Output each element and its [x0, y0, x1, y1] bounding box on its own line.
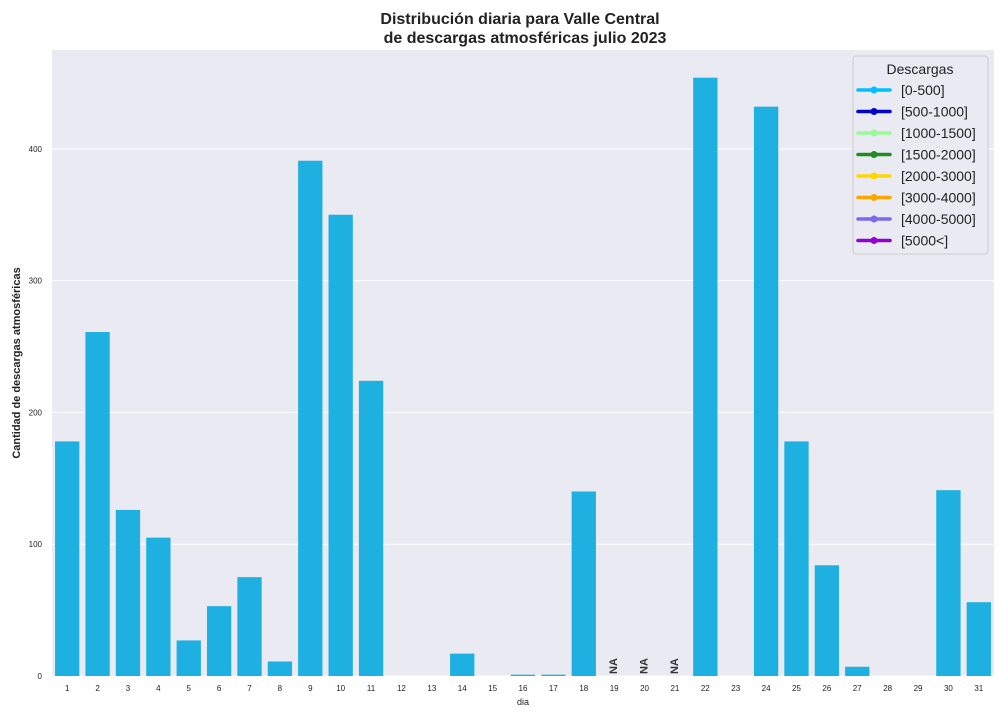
x-tick-label: 21 [670, 684, 679, 693]
bar-day-24 [753, 106, 779, 676]
na-label: NA [639, 658, 651, 674]
x-tick-label: 4 [156, 684, 161, 693]
bars [55, 77, 991, 677]
x-tick-label: 28 [883, 684, 892, 693]
bar-day-7 [237, 577, 262, 676]
x-tick-label: 8 [278, 684, 283, 693]
x-tick-label: 29 [914, 684, 923, 693]
bar-day-16 [510, 674, 536, 676]
legend-marker [870, 237, 878, 244]
legend-box [852, 55, 989, 255]
bar-day-9 [298, 160, 323, 677]
legend-marker [870, 172, 878, 180]
x-tick-label: 27 [853, 684, 862, 693]
bar-day-6 [206, 606, 232, 676]
x-tick-label: 12 [397, 684, 406, 693]
y-axis-label: Cantidad de descargas atmosféricas [11, 267, 23, 458]
x-tick-label: 13 [427, 684, 436, 693]
x-tick-label: 25 [792, 684, 801, 693]
x-tick-label: 10 [336, 684, 345, 693]
legend-marker [870, 194, 878, 201]
bar-day-25 [784, 441, 809, 676]
legend: Descargas [0-500] [500-1000] [1000-1500] [1… [852, 55, 989, 255]
x-tick-label: 31 [974, 684, 983, 693]
x-tick-label: 3 [126, 684, 131, 693]
legend-label: [2000-3000] [901, 168, 976, 184]
chart-title-line1: Distribución diaria para Valle Central [380, 11, 659, 28]
y-tick-label: 0 [38, 672, 43, 681]
x-tick-label: 7 [247, 684, 252, 693]
bar-day-2 [85, 332, 110, 676]
na-labels: NA NA NA [608, 658, 681, 674]
legend-label: [3000-4000] [901, 190, 976, 206]
bar-day-3 [115, 509, 141, 676]
bar-day-10 [328, 214, 353, 676]
x-tick-label: 14 [458, 684, 467, 693]
x-tick-label: 2 [95, 684, 100, 693]
bar-day-11 [358, 380, 384, 676]
legend-title: Descargas [887, 61, 954, 77]
legend-label: [500-1000] [901, 104, 968, 120]
y-tick-label: 300 [29, 277, 43, 286]
x-tick-label: 15 [488, 684, 497, 693]
na-label: NA [669, 658, 681, 674]
chart-title-line2: de descargas atmosféricas julio 2023 [384, 30, 667, 47]
legend-label: [1500-2000] [901, 147, 976, 163]
bar-day-30 [936, 490, 961, 676]
bar-day-31 [966, 602, 991, 676]
legend-label: [4000-5000] [901, 211, 976, 227]
legend-label: [5000<] [901, 233, 948, 249]
x-tick-label: 16 [519, 684, 528, 693]
legend-label: [0-500] [901, 82, 945, 98]
y-tick-labels: 0 100 200 300 400 [29, 145, 43, 681]
x-tick-label: 5 [187, 684, 192, 693]
bar-day-18 [571, 491, 596, 676]
bar-day-14 [450, 653, 475, 676]
legend-marker [870, 108, 878, 115]
x-tick-labels: 1 2 3 4 5 6 7 8 9 10 11 12 13 14 15 16 17 18 19 20 21 22 23 24 2… [65, 684, 984, 693]
x-tick-label: 6 [217, 684, 222, 693]
bar-day-5 [176, 640, 201, 676]
legend-marker [870, 215, 878, 223]
x-tick-label: 9 [308, 684, 313, 693]
bar-day-17 [541, 674, 566, 676]
x-tick-label: 1 [65, 684, 70, 693]
bar-day-22 [693, 77, 718, 677]
x-tick-label: 30 [944, 684, 953, 693]
x-tick-label: 20 [640, 684, 649, 693]
x-axis-label: dia [517, 697, 529, 707]
x-tick-label: 26 [822, 684, 831, 693]
legend-label: [1000-1500] [901, 125, 976, 141]
x-tick-label: 22 [701, 684, 710, 693]
y-tick-label: 200 [29, 408, 43, 417]
x-tick-label: 19 [610, 684, 619, 693]
x-tick-label: 18 [579, 684, 588, 693]
bar-day-1 [55, 441, 80, 676]
x-tick-label: 23 [731, 684, 740, 693]
x-tick-label: 24 [762, 684, 771, 693]
legend-marker [870, 151, 878, 158]
bar-day-8 [267, 661, 293, 676]
legend-marker [870, 86, 878, 94]
y-tick-label: 100 [29, 540, 43, 549]
bar-day-4 [146, 537, 171, 676]
y-tick-label: 400 [29, 145, 43, 154]
legend-marker [870, 129, 878, 137]
bar-day-27 [845, 666, 870, 676]
bar-day-26 [814, 565, 840, 676]
x-tick-label: 11 [367, 684, 376, 693]
na-label: NA [608, 658, 620, 674]
x-tick-label: 17 [549, 684, 558, 693]
